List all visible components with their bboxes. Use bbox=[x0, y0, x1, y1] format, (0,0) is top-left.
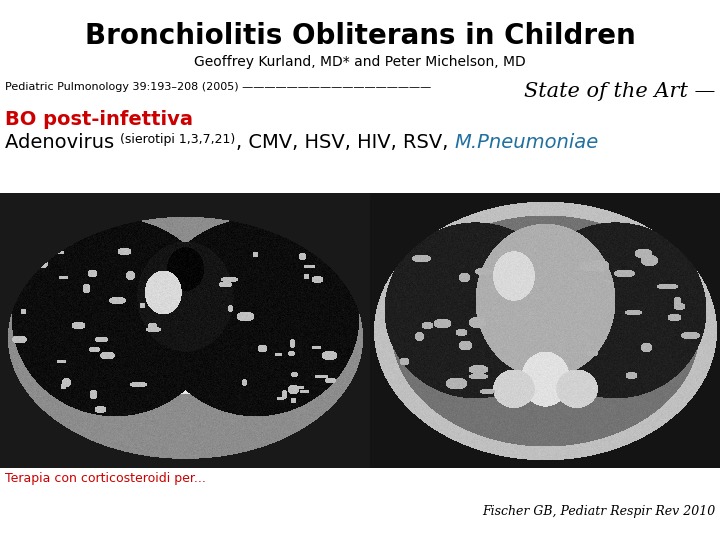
Text: Adenovirus: Adenovirus bbox=[5, 133, 120, 152]
Text: Geoffrey Kurland, MD* and Peter Michelson, MD: Geoffrey Kurland, MD* and Peter Michelso… bbox=[194, 55, 526, 69]
Text: BO post-infettiva: BO post-infettiva bbox=[5, 110, 193, 129]
Text: Bronchiolitis Obliterans in Children: Bronchiolitis Obliterans in Children bbox=[85, 22, 635, 50]
Text: Pediatric Pulmonology 39:193–208 (2005) —————————————————: Pediatric Pulmonology 39:193–208 (2005) … bbox=[5, 82, 431, 92]
Text: M.Pneumoniae: M.Pneumoniae bbox=[454, 133, 598, 152]
Text: State of the Art —: State of the Art — bbox=[523, 82, 715, 101]
Text: Terapia con corticosteroidi per...: Terapia con corticosteroidi per... bbox=[5, 472, 206, 485]
Text: Fischer GB, Pediatr Respir Rev 2010: Fischer GB, Pediatr Respir Rev 2010 bbox=[482, 505, 715, 518]
Text: (sierotipi 1,3,7,21): (sierotipi 1,3,7,21) bbox=[120, 133, 235, 146]
Text: , CMV, HSV, HIV, RSV,: , CMV, HSV, HIV, RSV, bbox=[235, 133, 454, 152]
